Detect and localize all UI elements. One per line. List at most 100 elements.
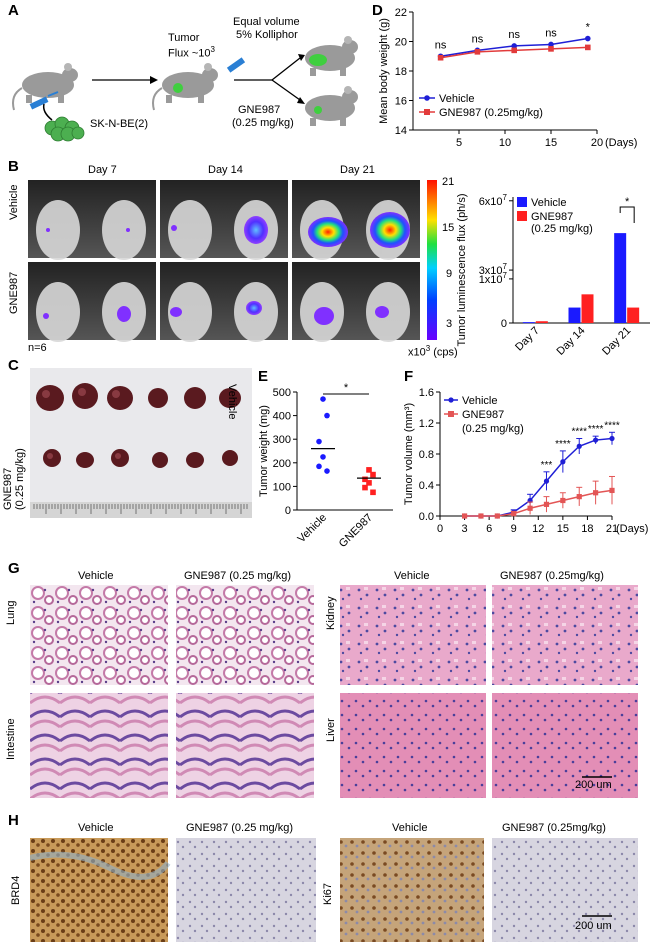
y-tick-label: 500 [273, 387, 291, 399]
data-point [560, 497, 566, 504]
y-tick-label: 100 [273, 481, 291, 493]
data-point [511, 47, 517, 54]
data-point [593, 437, 599, 443]
significance-label: ns [435, 39, 447, 51]
y-tick-label: 0.8 [419, 449, 434, 461]
significance-label: ns [545, 27, 557, 39]
data-point [576, 443, 582, 449]
data-point [609, 435, 615, 442]
data-point [560, 459, 566, 465]
bar [568, 307, 581, 323]
row-label-gne987: GNE987 [8, 271, 20, 314]
x-tick-label: Day 21 [600, 325, 633, 358]
day-label: Day 21 [340, 164, 375, 176]
data-point [527, 505, 533, 511]
data-point [474, 49, 481, 55]
ihc-row-label: BRD4 [10, 875, 22, 905]
bar [535, 321, 548, 323]
vehicle-text-1: Equal volume [233, 16, 300, 28]
syringe-icon [29, 91, 59, 110]
data-point [478, 513, 484, 519]
ihc-col-label: GNE987 (0.25 mg/kg) [186, 822, 293, 834]
y-tick-exponent: 7 [503, 262, 508, 271]
data-point [585, 35, 591, 42]
legend-label: Vehicle [462, 395, 497, 407]
data-point [548, 41, 554, 48]
series-line [464, 489, 613, 517]
x-tick-label: Vehicle [296, 512, 330, 546]
arrow-icon [271, 57, 301, 81]
colorbar-tick: 9 [446, 268, 453, 280]
histology-col-label: Vehicle [78, 570, 114, 582]
ihc-images [30, 838, 638, 942]
ihc-col-label: Vehicle [78, 822, 114, 834]
y-tick-label: 20 [395, 37, 407, 49]
data-point [609, 487, 615, 494]
x-tick-label: 15 [557, 523, 569, 535]
significance-bracket [619, 206, 635, 223]
legend-marker [448, 411, 454, 417]
y-axis-label: Tumor weight (mg) [258, 405, 270, 497]
data-point [370, 471, 376, 478]
y-tick-exponent: 7 [503, 193, 508, 202]
panel-label-a: A [8, 2, 19, 19]
n-label: n=6 [28, 342, 47, 354]
photo-row-label-vehicle: Vehicle [226, 384, 238, 420]
legend-label: Vehicle [531, 197, 566, 209]
x-tick-label: 12 [532, 523, 544, 535]
bar [614, 233, 627, 323]
data-point [320, 396, 326, 402]
x-tick-label: 3 [462, 523, 468, 535]
y-tick-label: 0 [501, 318, 507, 330]
legend-label: GNE987 (0.25mg/kg) [439, 107, 543, 119]
histology-row-label: Lung [5, 600, 17, 625]
y-tick-label: 0 [285, 505, 291, 517]
significance-label: *** [541, 460, 553, 471]
x-tick-label: 10 [499, 137, 511, 149]
data-point [366, 480, 372, 486]
x-tick-label: Day 7 [513, 325, 542, 354]
panel-label-b: B [8, 158, 19, 175]
legend-swatch [517, 211, 527, 221]
y-tick-label: 16 [395, 96, 407, 108]
y-tick-label: 200 [273, 458, 291, 470]
colorbar-tick: 3 [446, 318, 453, 330]
significance-label: * [586, 22, 591, 34]
mouse-icon [305, 86, 358, 126]
significance-label: * [625, 196, 630, 208]
significance-label: ns [472, 33, 484, 45]
mouse-icon [305, 36, 358, 76]
legend-label: (0.25 mg/kg) [531, 223, 593, 235]
significance-label: **** [588, 424, 604, 435]
data-point [324, 412, 330, 419]
data-point [543, 478, 550, 484]
ihc-col-label: GNE987 (0.25mg/kg) [502, 822, 606, 834]
x-tick-label: 5 [456, 137, 462, 149]
day-label: Day 7 [88, 164, 117, 176]
bioluminescence-images [28, 180, 420, 342]
day-label: Day 14 [208, 164, 243, 176]
y-tick-label: 18 [395, 66, 407, 78]
series-line [464, 437, 613, 517]
data-point [543, 501, 550, 507]
legend-marker [448, 397, 454, 403]
colorbar-tick: 15 [442, 222, 455, 234]
row-label-vehicle: Vehicle [8, 184, 20, 220]
data-point [316, 463, 322, 470]
x-axis-label: (Days) [605, 137, 637, 149]
data-point [593, 490, 599, 496]
y-tick-label: 1.2 [419, 418, 434, 430]
ihc-scale-label: 200 um [575, 920, 612, 932]
legend-marker [424, 109, 430, 115]
ihc-col-label: Vehicle [392, 822, 428, 834]
x-tick-label: 15 [545, 137, 557, 149]
photo-row-label-gne987: GNE987 (0.25 mg/kg) [2, 448, 26, 510]
data-point [370, 489, 376, 496]
schematic-diagram [12, 36, 358, 142]
data-point [548, 46, 554, 52]
legend-label: Vehicle [439, 93, 474, 105]
data-point [324, 468, 330, 474]
data-point [511, 43, 517, 49]
x-tick-label: 0 [437, 523, 443, 535]
